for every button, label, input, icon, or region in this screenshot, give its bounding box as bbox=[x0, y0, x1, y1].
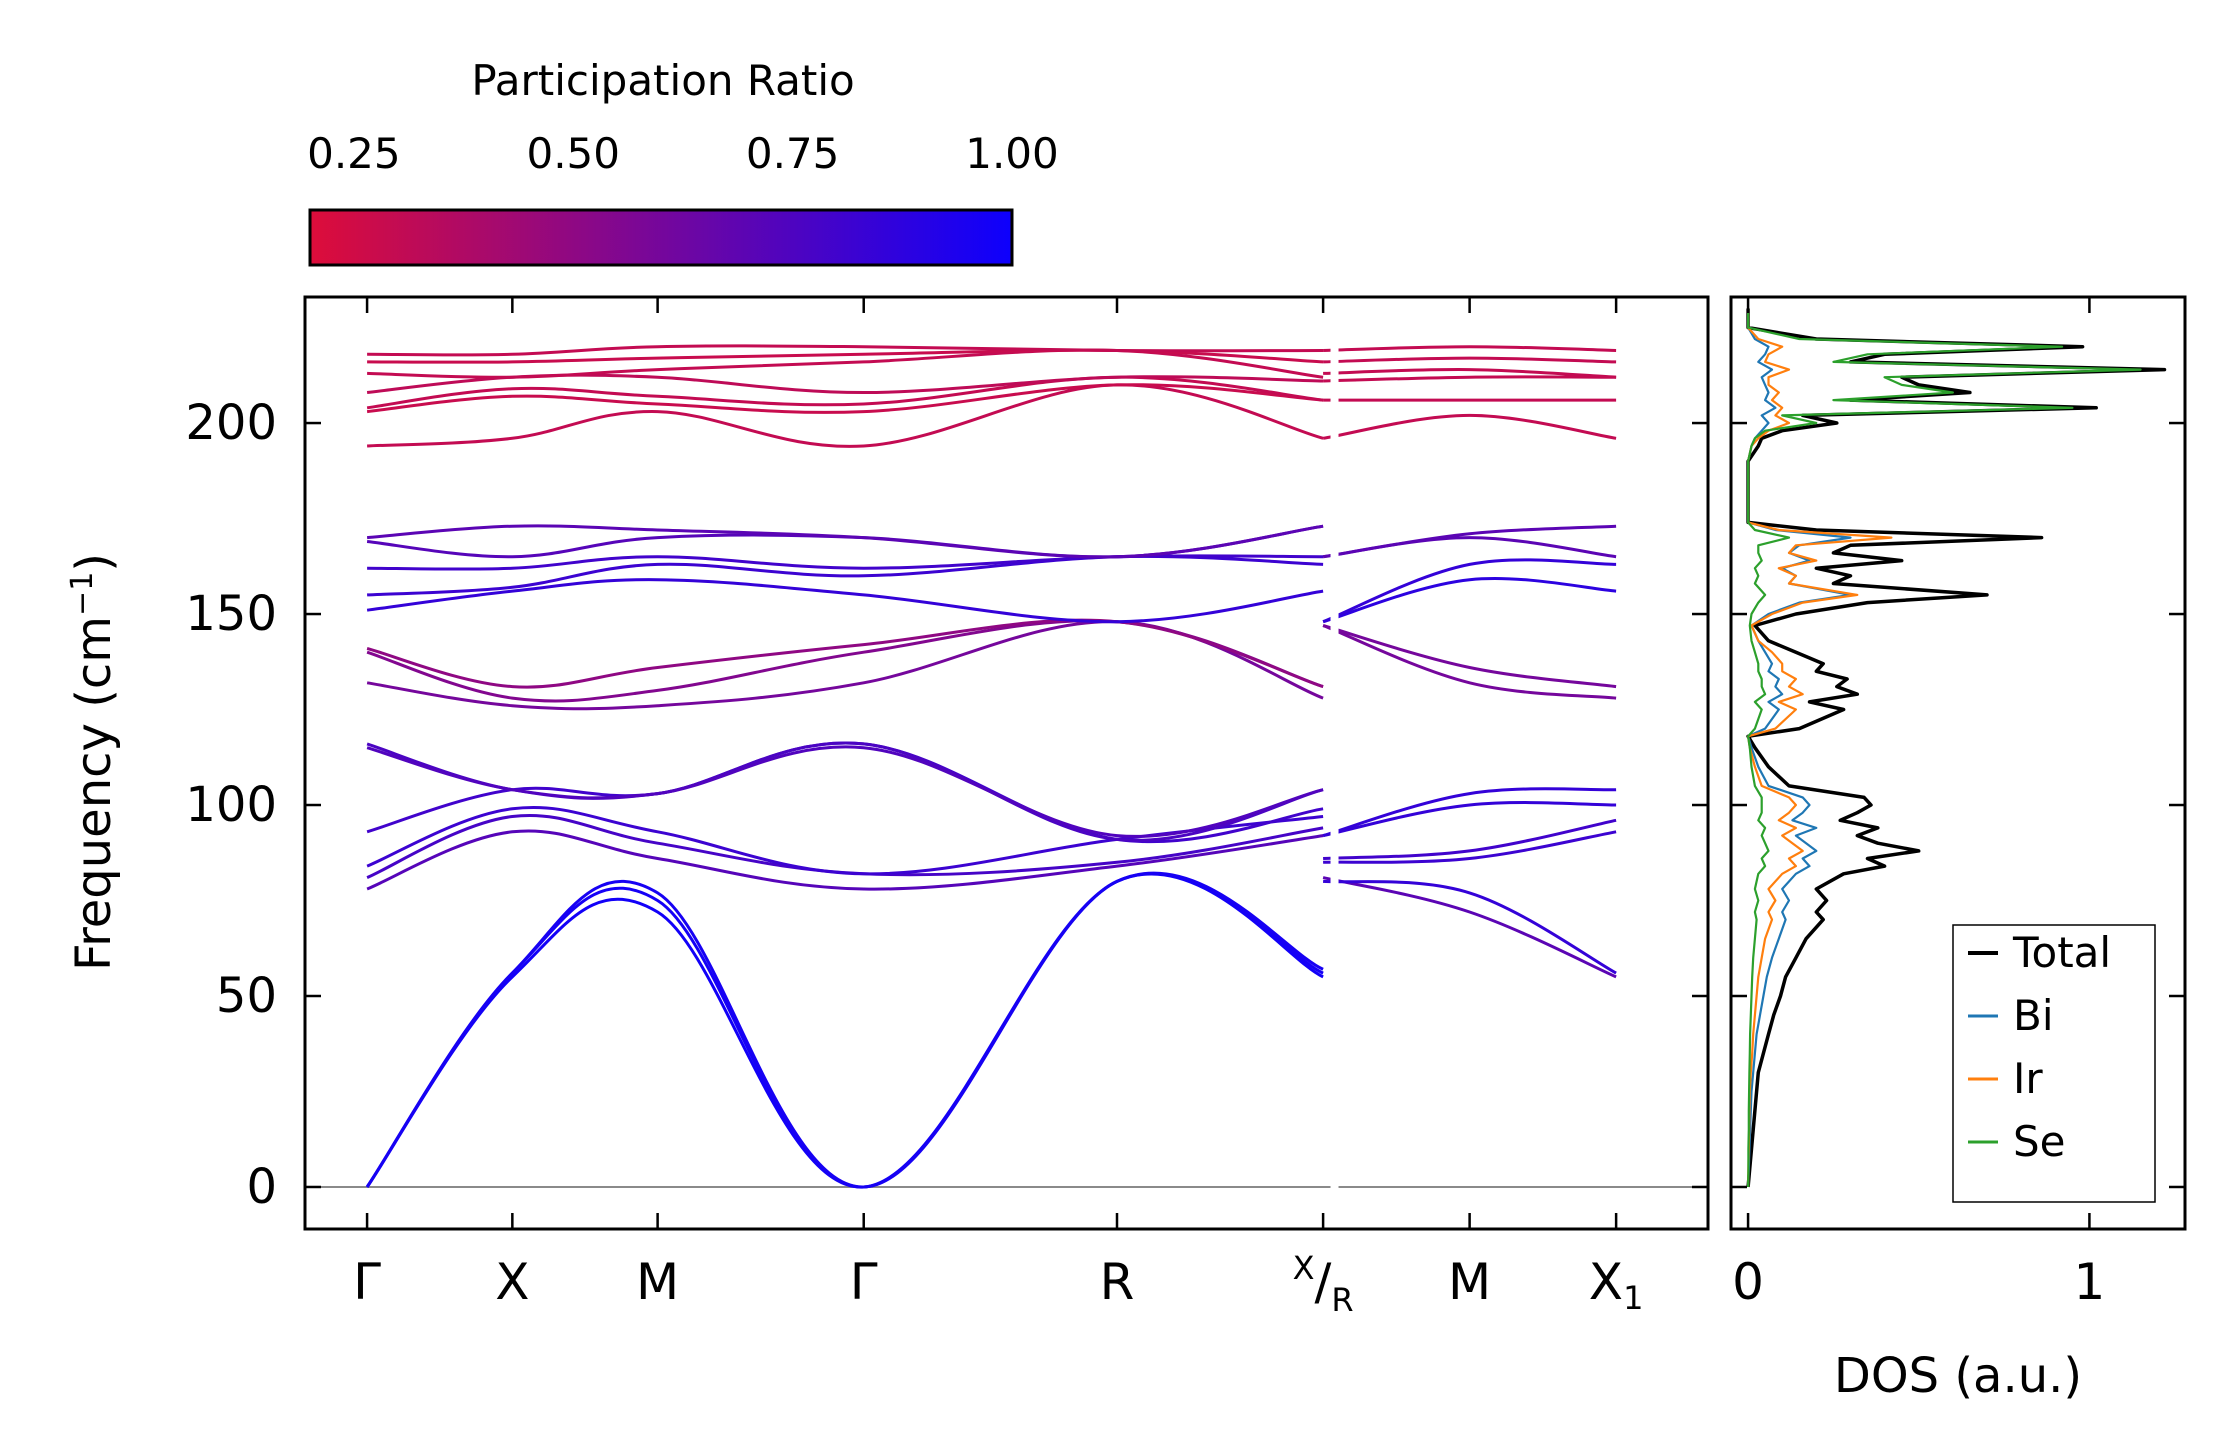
colorbar: Participation Ratio 0.25 0.50 0.75 1.00 bbox=[307, 56, 1059, 267]
dos-x-tick-label: 0 bbox=[1732, 1253, 1764, 1311]
dos-curves bbox=[1746, 308, 2167, 1188]
band-line bbox=[1322, 576, 1617, 624]
y-tick-label: 100 bbox=[185, 777, 277, 833]
band-line bbox=[1322, 524, 1617, 559]
band-line bbox=[1323, 356, 1617, 364]
x-tick-label: X bbox=[495, 1253, 529, 1311]
band-structure-panel: Frequency (cm−1) 0 50 100 150 200 Γ X M Γ R X/R M X… bbox=[65, 295, 1710, 1319]
colorbar-tick-label: 0.25 bbox=[307, 129, 401, 178]
colorbar-title: Participation Ratio bbox=[471, 56, 854, 105]
x-tick-label: X1 bbox=[1589, 1253, 1644, 1317]
band-line bbox=[1322, 536, 1617, 559]
band-line bbox=[1323, 368, 1617, 379]
band-line bbox=[367, 554, 1324, 597]
band-line bbox=[365, 872, 1324, 1189]
y-axis-label: Frequency (cm−1) bbox=[65, 553, 122, 971]
dos-curve-ir bbox=[1747, 308, 1893, 1188]
band-line bbox=[1322, 876, 1617, 979]
segment-break bbox=[1330, 299, 1339, 1227]
band-line bbox=[1323, 830, 1617, 864]
band-line bbox=[366, 524, 1324, 559]
legend-box bbox=[1952, 924, 2156, 1203]
y-tick-label: 150 bbox=[185, 586, 277, 642]
band-plot-frame bbox=[303, 295, 1710, 1231]
legend: Total Bi Ir Se bbox=[1952, 924, 2156, 1203]
y-axis-label-close: ) bbox=[66, 553, 122, 572]
band-line bbox=[366, 578, 1324, 624]
band-line bbox=[1322, 879, 1617, 975]
band-line bbox=[365, 871, 1324, 1189]
x-ticks: Γ X M Γ R X/R M X1 bbox=[353, 297, 1643, 1319]
band-line bbox=[365, 872, 1324, 1189]
y-tick-label: 50 bbox=[216, 968, 277, 1024]
colorbar-bar bbox=[308, 208, 1014, 267]
x-tick-label: M bbox=[1448, 1253, 1491, 1311]
dos-plot-frame bbox=[1729, 295, 2187, 1231]
band-line bbox=[367, 344, 1324, 357]
band-line bbox=[366, 383, 1324, 414]
phonon-bands bbox=[305, 299, 1708, 1227]
band-line bbox=[1322, 624, 1617, 700]
y-tick-label: 0 bbox=[246, 1159, 277, 1215]
x-tick-label: X/R bbox=[1293, 1249, 1354, 1319]
x-tick-label: Γ bbox=[353, 1253, 381, 1311]
y-ticks: 0 50 100 150 200 bbox=[185, 395, 1708, 1215]
legend-entries: Total Bi Ir Se bbox=[1968, 928, 2111, 1166]
x-tick-label: R bbox=[1100, 1253, 1135, 1311]
legend-label: Bi bbox=[2013, 991, 2053, 1040]
band-line bbox=[1322, 787, 1617, 838]
band-line bbox=[1323, 818, 1617, 860]
band-line bbox=[1323, 375, 1617, 383]
legend-label: Ir bbox=[2013, 1054, 2043, 1103]
band-line bbox=[366, 741, 1324, 844]
dos-x-tick-label: 1 bbox=[2074, 1253, 2106, 1311]
band-line bbox=[366, 814, 1324, 879]
band-line bbox=[1322, 413, 1617, 440]
band-line bbox=[1322, 558, 1617, 624]
legend-label: Total bbox=[2012, 928, 2111, 977]
band-line bbox=[367, 383, 1324, 448]
colorbar-tick-label: 0.50 bbox=[526, 129, 620, 178]
legend-label: Se bbox=[2013, 1117, 2066, 1166]
band-line bbox=[1322, 801, 1617, 838]
x-tick-label: M bbox=[636, 1253, 679, 1311]
dos-curve-total bbox=[1746, 308, 2167, 1188]
y-axis-label-base: Frequency (cm bbox=[66, 616, 122, 971]
band-line bbox=[366, 829, 1324, 891]
band-line bbox=[1322, 624, 1617, 689]
band-line bbox=[366, 618, 1324, 689]
colorbar-tick-label: 1.00 bbox=[965, 129, 1059, 178]
dos-x-axis-label: DOS (a.u.) bbox=[1834, 1348, 2082, 1404]
band-line bbox=[366, 741, 1324, 842]
colorbar-tick-label: 0.75 bbox=[746, 129, 840, 178]
band-line bbox=[1323, 345, 1617, 352]
dos-curve-bi bbox=[1747, 308, 1852, 1188]
band-line bbox=[366, 745, 1324, 838]
dos-curve-se bbox=[1747, 308, 2142, 1188]
band-line bbox=[367, 554, 1324, 571]
y-tick-label: 200 bbox=[185, 395, 277, 451]
y-axis-label-superscript: −1 bbox=[65, 572, 100, 616]
x-tick-label: Γ bbox=[850, 1253, 878, 1311]
